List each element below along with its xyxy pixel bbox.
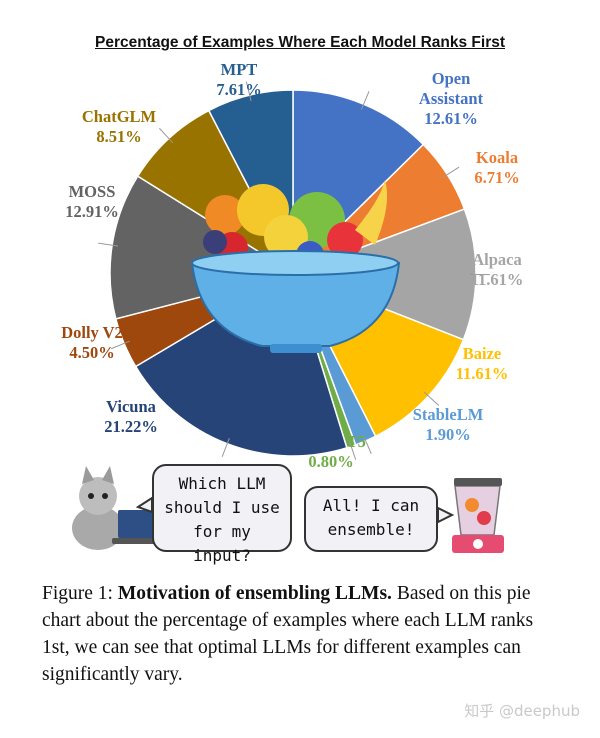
slice-label: Baize 11.61% [456, 344, 509, 383]
leader-line [362, 435, 372, 454]
slice-label: StableLM 1.90% [413, 405, 484, 444]
slice-label: MOSS 12.91% [65, 182, 119, 221]
fruit-bowl-icon [190, 180, 401, 353]
leader-line [423, 391, 440, 406]
watermark: 知乎 @deephub [464, 702, 580, 720]
slice-label: Vicuna 21.22% [104, 397, 158, 436]
caption-prefix: Figure 1: [42, 583, 118, 604]
chart-title: Percentage of Examples Where Each Model … [94, 34, 506, 51]
bubble-tail [437, 506, 455, 524]
leader-line [158, 127, 174, 144]
question-text: Which LLM should I use for my input? [164, 474, 280, 565]
question-bubble: Which LLM should I use for my input? [152, 464, 292, 565]
slice-label: ChatGLM 8.51% [82, 107, 157, 146]
slice-label: Dolly V2 4.50% [61, 323, 123, 362]
figure-caption: Figure 1: Motivation of ensembling LLMs.… [42, 580, 562, 688]
leader-line [110, 340, 130, 350]
answer-bubble: All! I can ensemble! [304, 486, 438, 552]
cat-with-laptop-icon [72, 466, 160, 550]
caption-bold: Motivation of ensembling LLMs. [117, 583, 392, 604]
caption-text: Based on this pie chart about the percen… [42, 583, 534, 685]
leader-line [221, 437, 230, 457]
bubble-tail [135, 496, 153, 514]
leader-line [245, 81, 252, 102]
answer-text: All! I can ensemble! [322, 496, 420, 539]
slice-label: Open Assistant 12.61% [419, 69, 484, 128]
blender-icon [452, 478, 504, 553]
slice-label: Koala 6.71% [474, 148, 519, 187]
pie-chart: Open Assistant 12.61% Koala 6.71% Alpaca 11.61… [61, 60, 524, 553]
leader-line [98, 242, 119, 247]
slice-label: MPT 7.61% [216, 60, 261, 99]
slice-label: Alpaca 11.61% [471, 250, 524, 289]
leader-line [360, 91, 370, 110]
leader-line [441, 166, 460, 179]
leader-line [348, 440, 357, 460]
